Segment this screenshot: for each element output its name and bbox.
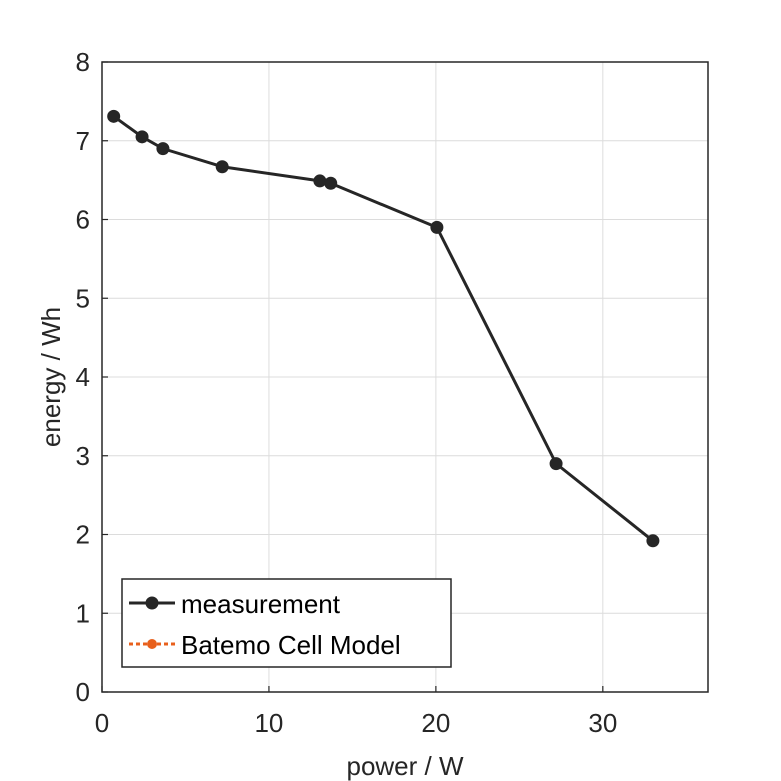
data-point[interactable] [549, 457, 563, 471]
y-tick-label: 6 [76, 205, 90, 235]
x-tick-label: 30 [588, 708, 617, 738]
series-measurement [107, 109, 660, 548]
data-point[interactable] [646, 534, 660, 548]
legend-label-measurement: measurement [181, 589, 341, 619]
y-tick-label: 8 [76, 47, 90, 77]
data-point[interactable] [156, 142, 170, 156]
y-tick-label: 3 [76, 441, 90, 471]
y-tick-label: 4 [76, 362, 90, 392]
data-point[interactable] [430, 220, 444, 234]
data-point[interactable] [107, 109, 121, 123]
legend: measurement Batemo Cell Model [121, 578, 452, 668]
y-tick-label: 7 [76, 126, 90, 156]
legend-entry-batemo-cell-model[interactable]: Batemo Cell Model [129, 630, 401, 660]
legend-marker-measurement [145, 596, 159, 610]
grid [101, 61, 708, 693]
x-tick-label: 0 [95, 708, 109, 738]
x-tick-label: 20 [421, 708, 450, 738]
x-axis-label: power / W [346, 751, 463, 781]
series-layer [107, 109, 660, 548]
legend-marker-batemo-cell-model [147, 639, 157, 649]
axes-box [101, 61, 709, 693]
data-point[interactable] [215, 160, 229, 174]
legend-label-batemo-cell-model: Batemo Cell Model [181, 630, 401, 660]
y-tick-label: 2 [76, 520, 90, 550]
legend-box [121, 578, 452, 668]
tick-labels: 0 10 20 30 0 1 2 3 4 5 6 7 8 [76, 47, 618, 738]
y-tick-label: 1 [76, 598, 90, 628]
data-point[interactable] [313, 174, 327, 188]
legend-entry-measurement[interactable]: measurement [129, 589, 341, 619]
y-tick-label: 0 [76, 677, 90, 707]
data-point[interactable] [324, 176, 338, 190]
data-point[interactable] [135, 130, 149, 144]
y-axis-label: energy / Wh [36, 307, 66, 447]
y-tick-label: 5 [76, 283, 90, 313]
x-tick-label: 10 [254, 708, 283, 738]
